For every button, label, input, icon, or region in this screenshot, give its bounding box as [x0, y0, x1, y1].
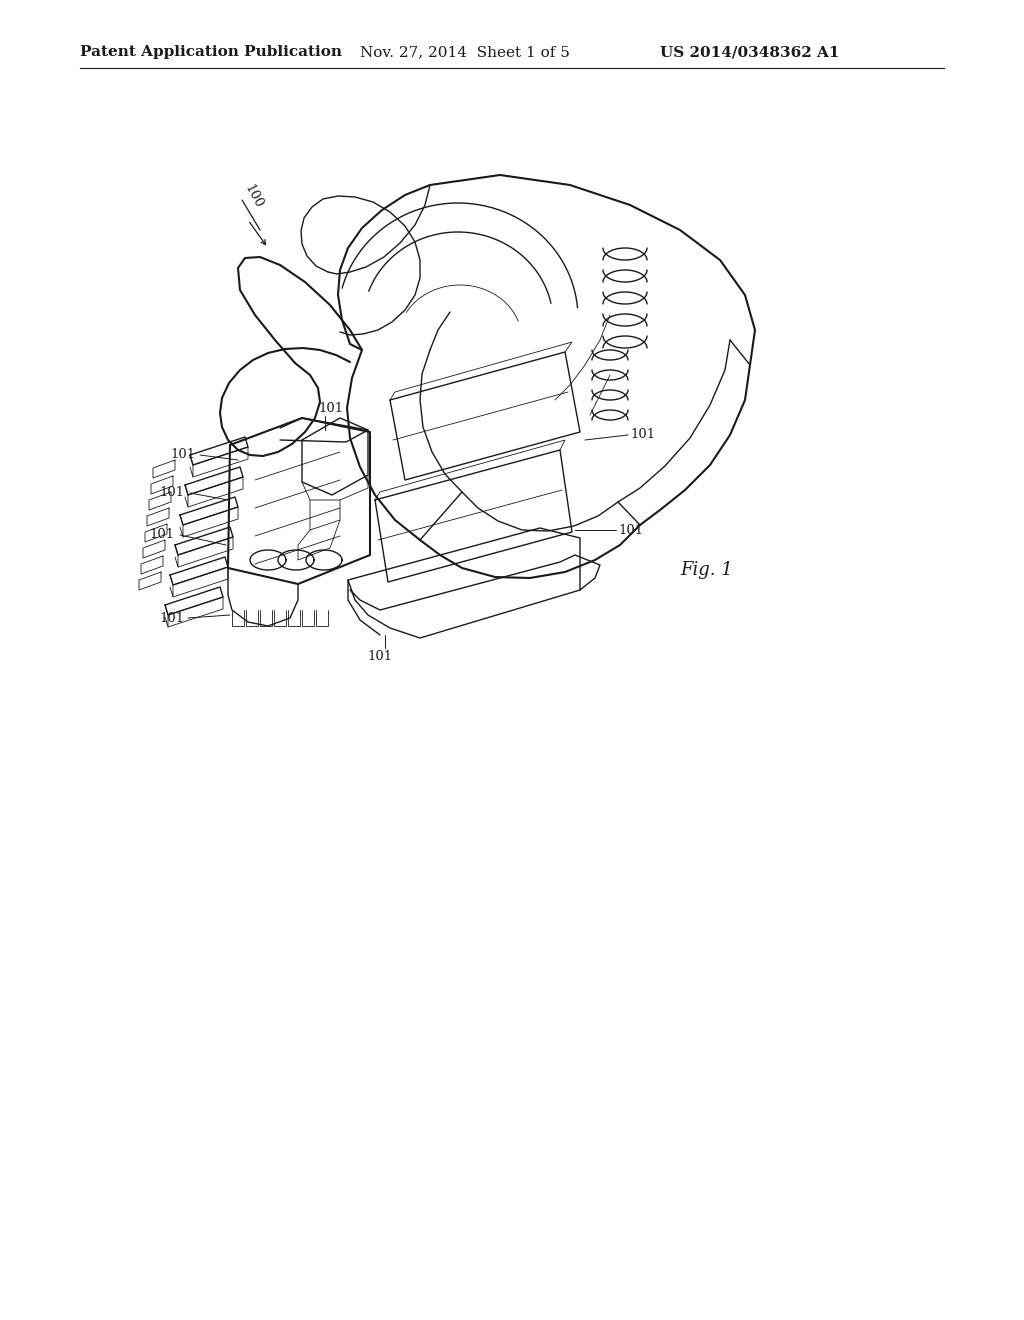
Text: 101: 101 — [160, 487, 185, 499]
Text: 100: 100 — [242, 182, 265, 210]
Text: 101: 101 — [630, 429, 655, 441]
Text: Nov. 27, 2014  Sheet 1 of 5: Nov. 27, 2014 Sheet 1 of 5 — [360, 45, 570, 59]
Text: Fig. 1: Fig. 1 — [680, 561, 733, 579]
Text: 101: 101 — [150, 528, 175, 541]
Text: 101: 101 — [368, 649, 392, 663]
Text: US 2014/0348362 A1: US 2014/0348362 A1 — [660, 45, 840, 59]
Text: 101: 101 — [160, 611, 185, 624]
Text: 101: 101 — [318, 403, 343, 414]
Text: 101: 101 — [618, 524, 643, 536]
Text: Patent Application Publication: Patent Application Publication — [80, 45, 342, 59]
Text: 101: 101 — [171, 449, 196, 462]
